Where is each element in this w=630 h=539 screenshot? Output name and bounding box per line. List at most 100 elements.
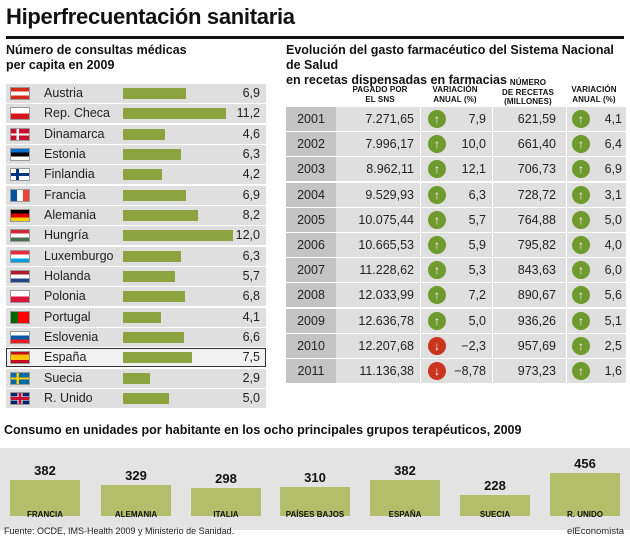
- column-divider: [566, 258, 567, 283]
- arrow-up-icon: ↑: [572, 235, 590, 254]
- arrow-up-icon: ↑: [572, 160, 590, 179]
- row-recipes: 890,67: [517, 288, 556, 303]
- consumo-country-label: ALEMANIA: [114, 510, 158, 519]
- consulta-bar: [123, 291, 186, 303]
- column-divider: [492, 207, 493, 232]
- row-paid: 12.207,68: [358, 338, 414, 353]
- col-header-var2: VARIACIÓN ANUAL (%): [562, 85, 626, 104]
- title-rule: [6, 36, 624, 39]
- column-divider: [420, 107, 421, 131]
- consulta-row: Polonia 6,8: [6, 287, 266, 307]
- consulta-country-label: Portugal: [44, 309, 91, 324]
- column-divider: [566, 358, 567, 383]
- col-header-line: EL SNS: [365, 94, 395, 104]
- arrow-up-icon: ↑: [428, 311, 446, 330]
- hungary-flag: [10, 229, 30, 243]
- consumo-country-label: FRANCIA: [27, 510, 63, 519]
- consulta-bar: [123, 372, 150, 384]
- consulta-value-label: 4,6: [242, 126, 260, 141]
- row-var2: 6,4: [604, 137, 622, 152]
- column-divider: [420, 258, 421, 283]
- row-var2: 5,6: [604, 288, 622, 303]
- row-var2: 6,9: [604, 162, 622, 177]
- row-paid: 11.228,62: [359, 263, 414, 278]
- arrow-up-icon: ↑: [572, 311, 590, 330]
- arrow-up-icon: ↑: [572, 336, 590, 355]
- row-recipes: 973,23: [517, 363, 556, 378]
- column-divider: [492, 333, 493, 358]
- gasto-table-row: 2003 8.962,11 12,1 ↑ 706,73 6,9 ↑: [286, 157, 626, 182]
- row-year: 2011: [286, 358, 336, 383]
- consulta-bar: [123, 271, 176, 283]
- gasto-table-row: 2011 11.136,38 −8,78 ↓ 973,23 1,6 ↑: [286, 358, 626, 383]
- consumo-bar-chart: 382 FRANCIA 329 ALEMANIA 298 ITALIA 310 PAÍSES …: [0, 440, 630, 530]
- col-header-line: ANUAL (%): [433, 94, 477, 104]
- consulta-value-label: 11,2: [236, 106, 260, 121]
- row-paid: 11.136,38: [359, 363, 414, 378]
- gasto-table-row: 2005 10.075,44 5,7 ↑ 764,88 5,0 ↑: [286, 207, 626, 232]
- consulta-country-label: Rep. Checa: [44, 106, 111, 121]
- consulta-bar: [123, 128, 166, 140]
- col-header-line: DE RECETAS: [502, 87, 554, 97]
- column-divider: [492, 358, 493, 383]
- row-paid: 12.033,99: [358, 288, 414, 303]
- consulta-value-label: 6,3: [242, 248, 260, 263]
- consumo-bar: [460, 494, 530, 516]
- consulta-value-label: 6,9: [242, 187, 260, 202]
- arrow-up-icon: ↑: [572, 185, 590, 204]
- col-header-line: (MILLONES): [504, 97, 552, 106]
- consumo-chart-title: Consumo en unidades por habitante en los…: [4, 423, 522, 437]
- row-paid: 9.529,93: [365, 187, 414, 202]
- column-divider: [420, 308, 421, 333]
- row-year: 2001: [286, 107, 336, 131]
- row-paid: 8.962,11: [366, 162, 414, 177]
- consulta-row: R. Unido 5,0: [6, 389, 266, 409]
- row-recipes: 661,40: [517, 137, 556, 152]
- consulta-country-label: Francia: [44, 187, 86, 202]
- column-divider: [566, 157, 567, 182]
- row-year: 2006: [286, 232, 336, 257]
- footer-source: Fuente: OCDE, IMS-Health 2009 y Minister…: [4, 526, 235, 536]
- row-paid: 10.075,44: [358, 212, 414, 227]
- column-divider: [420, 207, 421, 232]
- consulta-country-label: España: [44, 350, 87, 365]
- col-header-line: ANUAL (%): [572, 94, 616, 104]
- footer-brand: elEconomista: [566, 526, 624, 537]
- consulta-row: Finlandia 4,2: [6, 165, 266, 185]
- sweden-flag: [10, 371, 30, 385]
- consulta-bar: [123, 332, 184, 344]
- gasto-table-body: 2001 7.271,65 7,9 ↑ 621,59 4,1 ↑ 2002 7.996,17 10…: [286, 107, 626, 384]
- slovenia-flag: [10, 331, 30, 345]
- consulta-country-label: Hungría: [44, 228, 89, 243]
- gasto-table-title: Evolución del gasto farmacéutico del Sis…: [286, 43, 630, 88]
- column-divider: [566, 308, 567, 333]
- consulta-row: Dinamarca 4,6: [6, 124, 266, 144]
- consumo-bar: [280, 486, 350, 516]
- luxembourg-flag: [10, 249, 30, 263]
- consulta-country-label: Eslovenia: [44, 330, 99, 345]
- gasto-table-row: 2002 7.996,17 10,0 ↑ 661,40 6,4 ↑: [286, 132, 626, 157]
- consulta-value-label: 5,0: [242, 391, 260, 406]
- arrow-up-icon: ↑: [428, 286, 446, 305]
- poland-flag: [10, 290, 30, 304]
- column-divider: [492, 107, 493, 131]
- consulta-bar: [123, 169, 162, 181]
- netherlands-flag: [10, 270, 30, 284]
- row-var2: 2,5: [604, 338, 622, 353]
- row-recipes: 843,63: [517, 263, 556, 278]
- consulta-value-label: 4,2: [242, 167, 260, 182]
- column-divider: [420, 283, 421, 308]
- consumo-country-label: ESPAÑA: [388, 510, 422, 519]
- col-header-line: VARIACIÓN: [432, 85, 478, 94]
- column-divider: [492, 157, 493, 182]
- arrow-up-icon: ↑: [428, 110, 446, 128]
- consulta-bar: [123, 88, 187, 99]
- denmark-flag: [10, 127, 30, 141]
- row-var1: 5,0: [468, 313, 486, 328]
- france-flag: [10, 188, 30, 202]
- consulta-bar: [123, 108, 226, 120]
- austria-flag: [10, 87, 30, 100]
- consumo-value-label: 228: [484, 477, 506, 493]
- consulta-row: España 7,5: [6, 348, 266, 368]
- row-var1: −2,3: [461, 338, 486, 353]
